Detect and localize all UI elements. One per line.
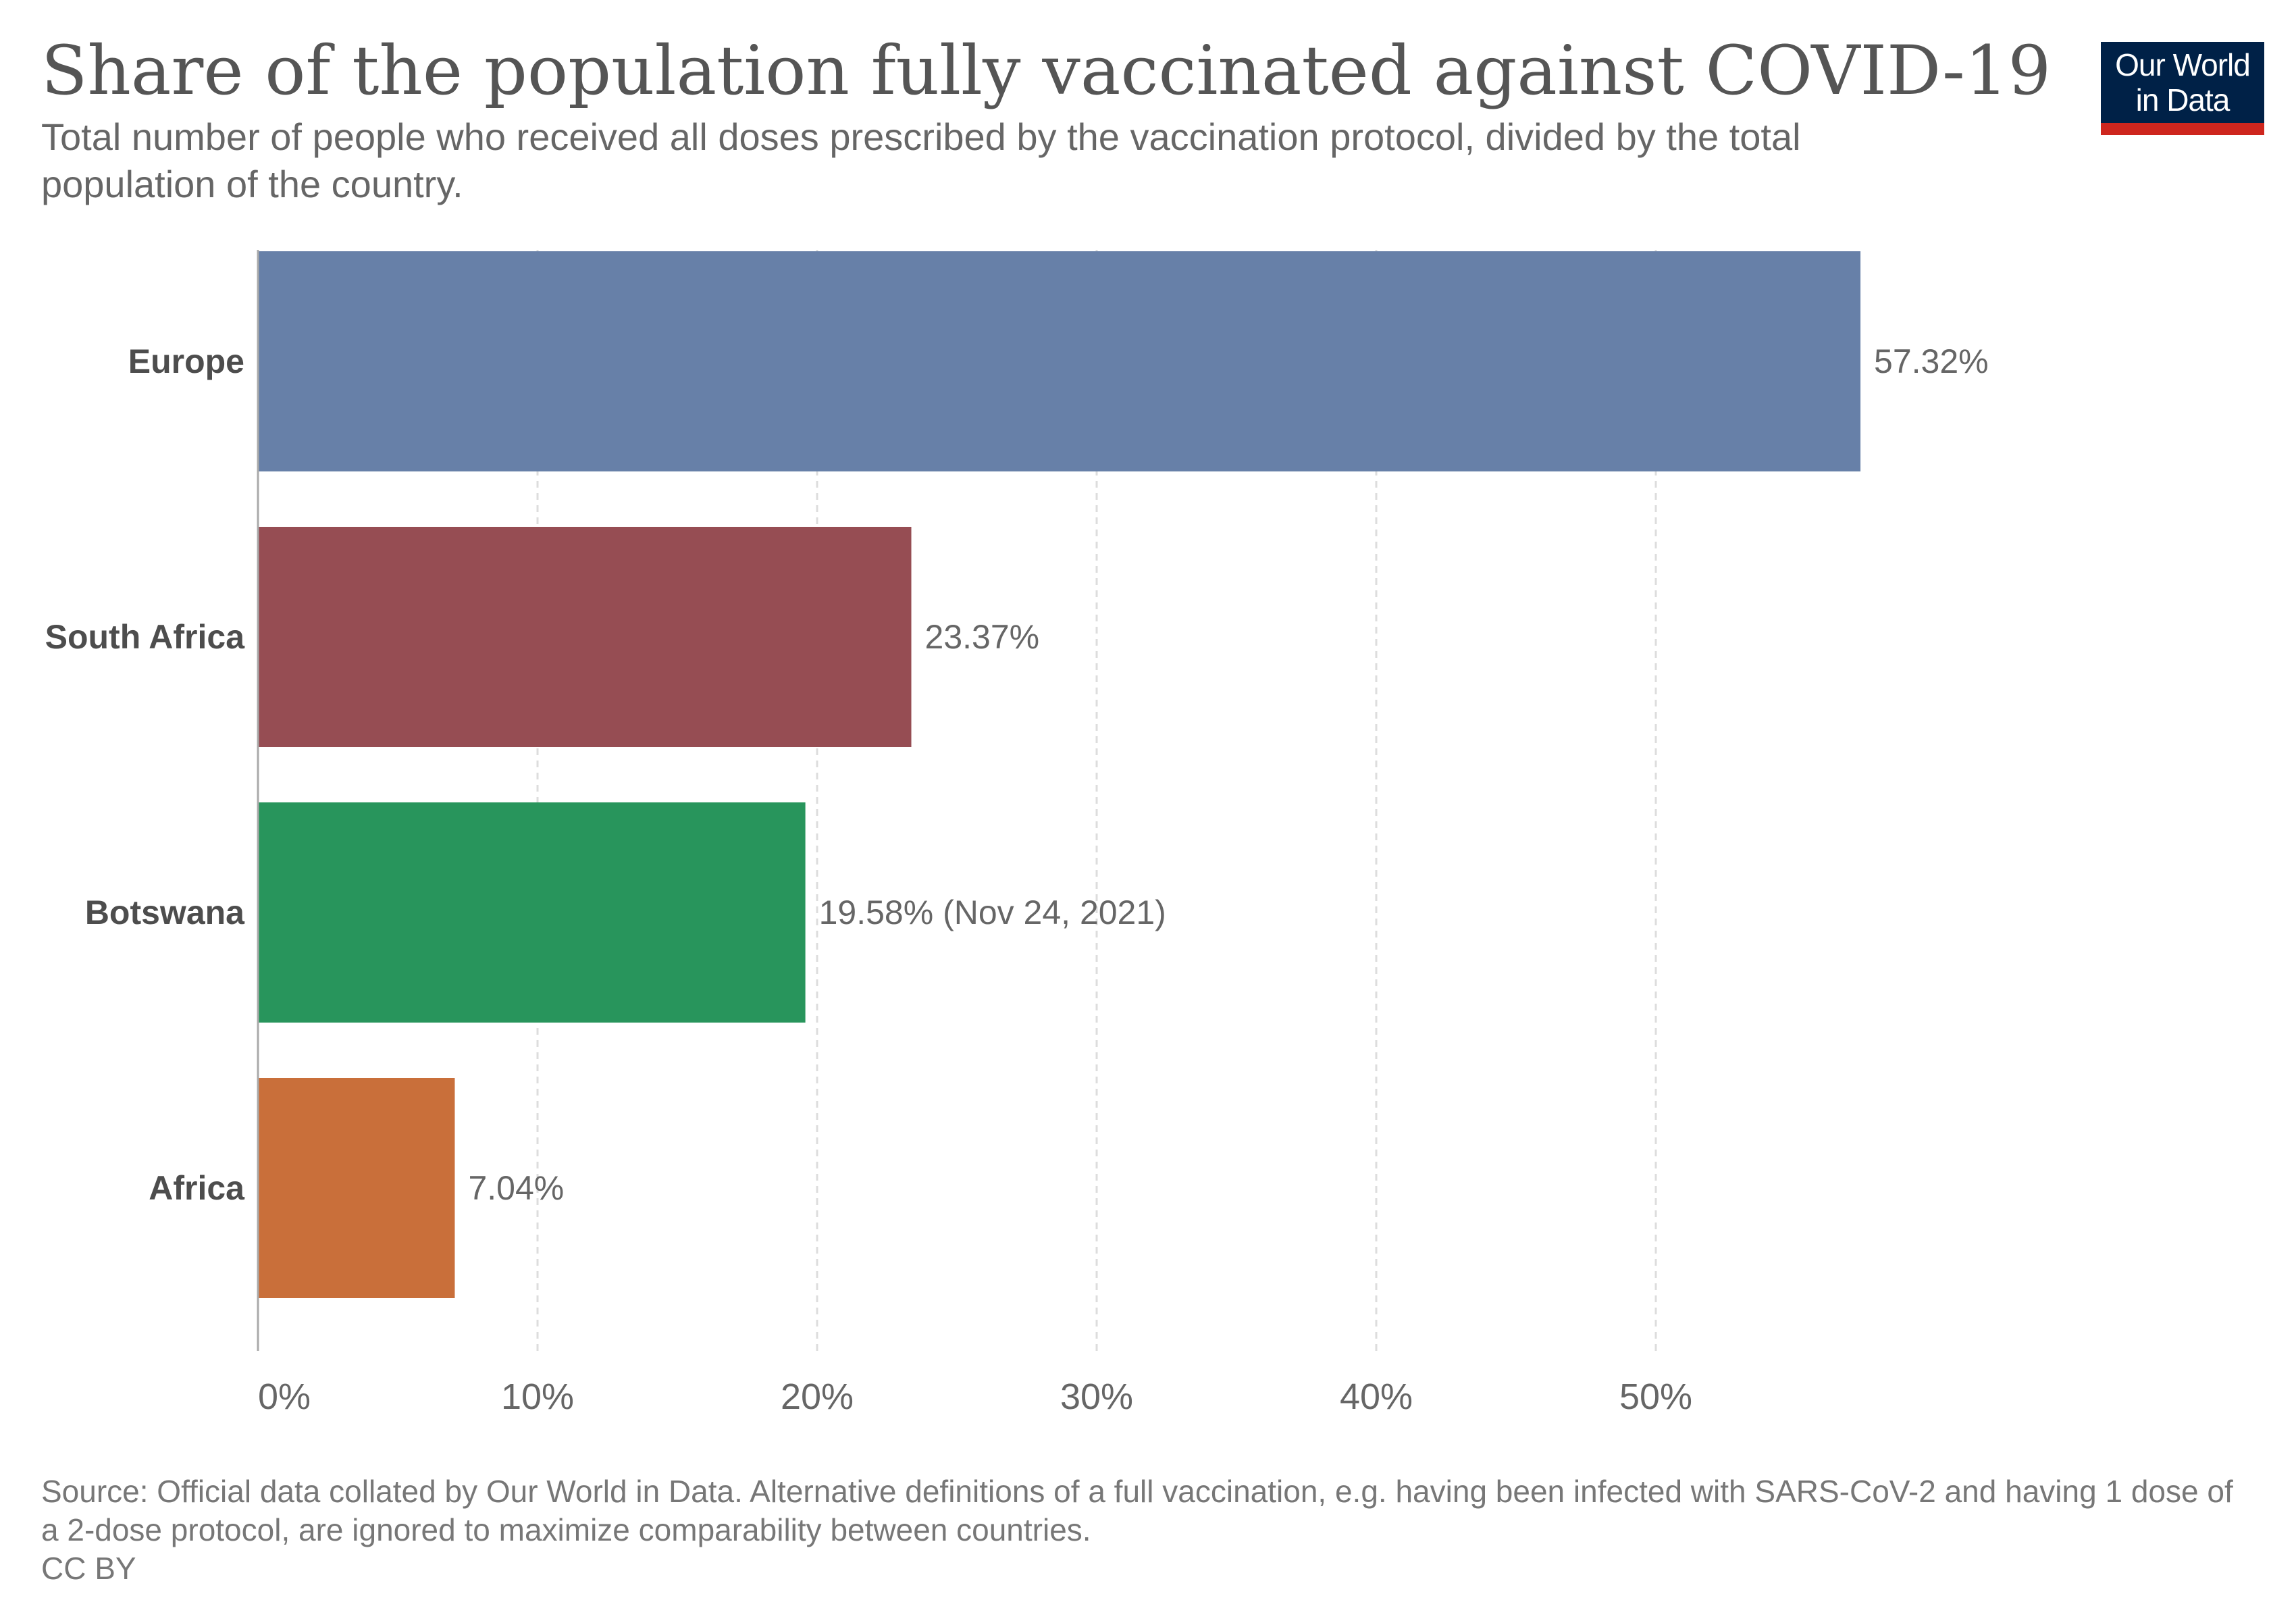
value-label: 23.37% [925, 618, 1040, 656]
chart-subtitle: Total number of people who received all … [41, 115, 1801, 205]
value-label: 19.58% (Nov 24, 2021) [819, 894, 1166, 931]
bar-south-africa[interactable] [258, 527, 912, 747]
owid-logo[interactable]: Our World in Data [2101, 42, 2264, 135]
license-link[interactable]: CC BY [41, 1551, 136, 1586]
x-tick-label: 20% [781, 1376, 854, 1417]
bar-botswana[interactable] [258, 802, 806, 1023]
category-label: Europe [128, 342, 244, 380]
source-note: Source: Official data collated by Our Wo… [41, 1474, 2233, 1547]
chart-title: Share of the population fully vaccinated… [41, 31, 2052, 110]
category-label: South Africa [45, 618, 246, 656]
bar-africa[interactable] [258, 1078, 455, 1298]
x-tick-label: 10% [501, 1376, 574, 1417]
chart-footer: Source: Official data collated by Our Wo… [41, 1472, 2256, 1588]
value-label: 57.32% [1874, 342, 1989, 380]
category-label: Africa [149, 1169, 245, 1207]
bar-europe[interactable] [258, 251, 1861, 471]
x-tick-label: 0% [258, 1376, 311, 1417]
category-label: Botswana [85, 894, 245, 931]
x-tick-label: 30% [1060, 1376, 1133, 1417]
logo-line-1: Our World [2115, 47, 2251, 82]
x-tick-label: 40% [1340, 1376, 1413, 1417]
value-label: 7.04% [468, 1169, 564, 1207]
x-tick-label: 50% [1619, 1376, 1692, 1417]
logo-line-2: in Data [2135, 82, 2230, 118]
